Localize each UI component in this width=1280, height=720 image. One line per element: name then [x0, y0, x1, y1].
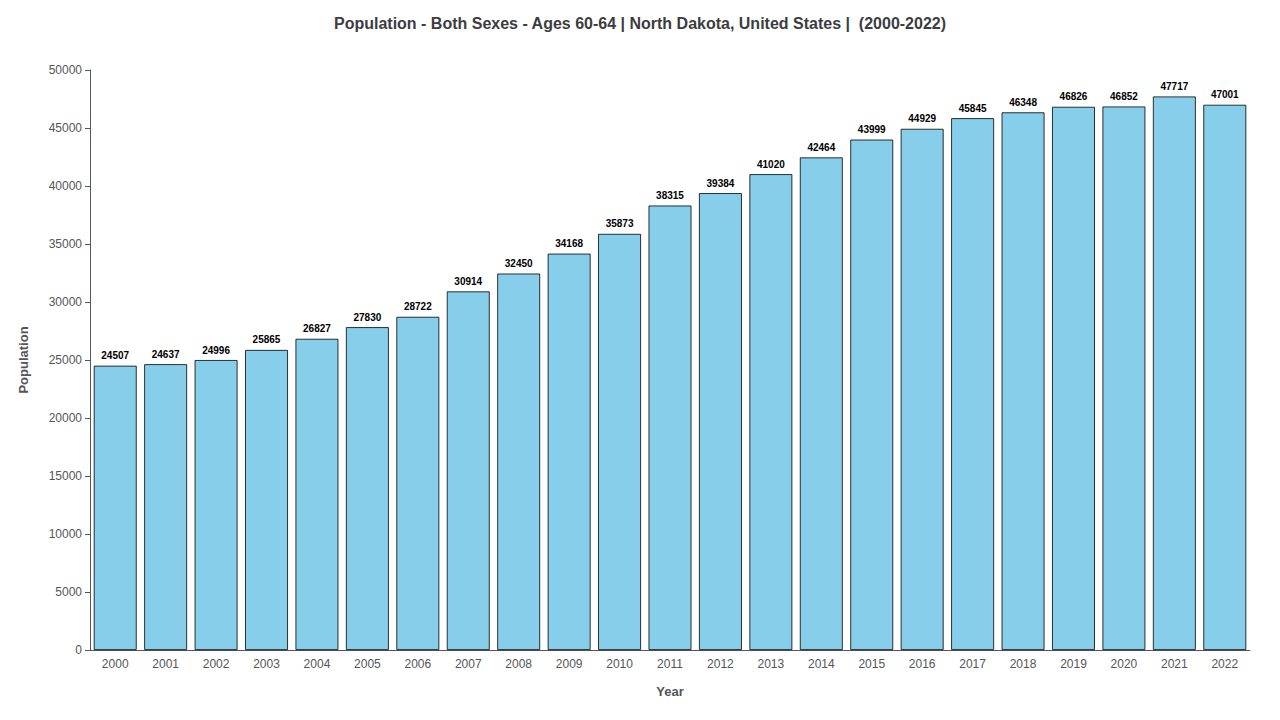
svg-text:46348: 46348 [1009, 97, 1037, 108]
svg-text:25000: 25000 [49, 353, 83, 367]
svg-text:2017: 2017 [959, 657, 986, 671]
svg-text:2009: 2009 [556, 657, 583, 671]
svg-text:50000: 50000 [49, 63, 83, 77]
svg-text:20000: 20000 [49, 411, 83, 425]
svg-text:25865: 25865 [253, 334, 281, 345]
svg-text:34168: 34168 [555, 238, 583, 249]
svg-text:2001: 2001 [152, 657, 179, 671]
svg-text:2008: 2008 [505, 657, 532, 671]
svg-text:2004: 2004 [304, 657, 331, 671]
svg-text:2015: 2015 [858, 657, 885, 671]
svg-text:2020: 2020 [1111, 657, 1138, 671]
svg-text:28722: 28722 [404, 301, 432, 312]
svg-text:46826: 46826 [1060, 91, 1088, 102]
svg-text:44929: 44929 [908, 113, 936, 124]
svg-text:2010: 2010 [606, 657, 633, 671]
svg-text:2011: 2011 [657, 657, 683, 671]
svg-text:0: 0 [75, 643, 82, 657]
svg-text:38315: 38315 [656, 190, 684, 201]
svg-text:2019: 2019 [1060, 657, 1087, 671]
svg-text:2006: 2006 [404, 657, 431, 671]
svg-text:Population - Both Sexes - Ages: Population - Both Sexes - Ages 60-64 | N… [334, 15, 946, 32]
svg-text:2003: 2003 [253, 657, 280, 671]
svg-text:47717: 47717 [1160, 81, 1188, 92]
svg-text:24996: 24996 [202, 345, 230, 356]
svg-text:Population: Population [16, 326, 31, 393]
svg-text:43999: 43999 [858, 124, 886, 135]
svg-text:39384: 39384 [707, 178, 735, 189]
svg-text:2000: 2000 [102, 657, 129, 671]
svg-text:10000: 10000 [49, 527, 83, 541]
svg-text:45845: 45845 [959, 103, 987, 114]
svg-text:5000: 5000 [55, 585, 82, 599]
svg-text:2013: 2013 [758, 657, 785, 671]
svg-text:2016: 2016 [909, 657, 936, 671]
svg-text:2014: 2014 [808, 657, 835, 671]
svg-text:27830: 27830 [353, 312, 381, 323]
svg-text:2005: 2005 [354, 657, 381, 671]
svg-text:2022: 2022 [1211, 657, 1238, 671]
svg-text:Year: Year [656, 684, 683, 699]
svg-text:2002: 2002 [203, 657, 230, 671]
svg-text:42464: 42464 [807, 142, 835, 153]
svg-text:26827: 26827 [303, 323, 331, 334]
svg-text:24507: 24507 [101, 350, 129, 361]
svg-text:35000: 35000 [49, 237, 83, 251]
svg-text:30000: 30000 [49, 295, 83, 309]
svg-text:2007: 2007 [455, 657, 482, 671]
svg-text:35873: 35873 [606, 218, 634, 229]
svg-text:2021: 2021 [1161, 657, 1188, 671]
svg-text:47001: 47001 [1211, 89, 1239, 100]
svg-text:45000: 45000 [49, 121, 83, 135]
svg-text:2018: 2018 [1010, 657, 1037, 671]
svg-text:32450: 32450 [505, 258, 533, 269]
svg-text:15000: 15000 [49, 469, 83, 483]
svg-text:40000: 40000 [49, 179, 83, 193]
svg-text:46852: 46852 [1110, 91, 1138, 102]
svg-text:2012: 2012 [707, 657, 734, 671]
svg-text:30914: 30914 [454, 276, 482, 287]
svg-text:41020: 41020 [757, 159, 785, 170]
svg-text:24637: 24637 [152, 349, 180, 360]
